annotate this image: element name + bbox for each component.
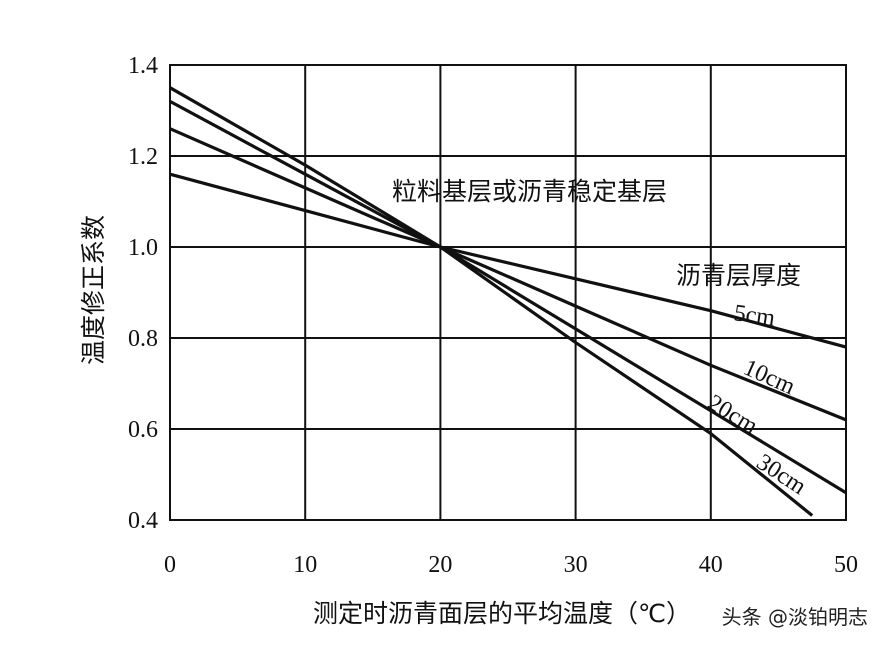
series-label-20cm: 20cm	[703, 390, 762, 440]
y-tick-label: 0.8	[128, 326, 158, 352]
series-lines	[169, 86, 847, 517]
series-label-10cm: 10cm	[740, 355, 800, 401]
x-tick-label: 30	[564, 552, 588, 578]
plot-frame	[169, 64, 847, 521]
series-line-5cm	[169, 172, 847, 349]
x-tick-label: 0	[164, 552, 176, 578]
x-tick-label: 20	[428, 552, 452, 578]
y-tick-label: 1.2	[128, 144, 158, 170]
y-tick-label: 0.4	[128, 508, 158, 534]
x-axis-label: 测定时沥青面层的平均温度（℃）	[313, 599, 691, 628]
y-axis-label: 温度修正系数	[79, 215, 108, 365]
watermark: 头条 @淡铂明志	[718, 600, 871, 631]
series-line-10cm	[169, 127, 847, 422]
grid-lines	[169, 64, 847, 521]
x-tick-label: 40	[699, 552, 723, 578]
annotation-thickness-title: 沥青层厚度	[676, 261, 801, 290]
tick-labels: 0 10 20 30 40 50 0.4 0.6 0.8 1.0 1.2 1.4	[128, 53, 858, 578]
annotation-base-type: 粒料基层或沥青稳定基层	[392, 177, 667, 206]
series-line-20cm	[169, 99, 847, 495]
y-tick-label: 1.4	[128, 53, 158, 79]
x-tick-label: 50	[834, 552, 858, 578]
series-line-30cm	[169, 86, 814, 517]
series-label-5cm: 5cm	[732, 300, 777, 332]
y-tick-label: 1.0	[128, 235, 158, 261]
x-tick-label: 10	[293, 552, 317, 578]
y-tick-label: 0.6	[128, 417, 158, 443]
